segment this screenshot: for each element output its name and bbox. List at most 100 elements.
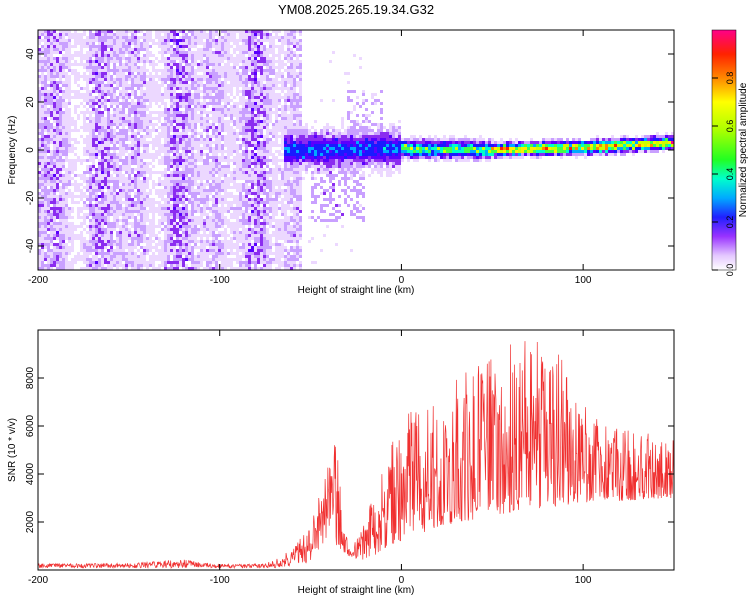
spectrogram-cell [131,231,134,234]
spectrogram-cell [188,171,191,174]
spectrogram-cell [77,156,80,159]
spectrogram-cell [98,108,101,111]
spectrogram-cell [38,183,41,186]
spectrogram-cell [224,189,227,192]
spectrogram-cell [140,138,143,141]
spectrogram-cell [38,243,41,246]
spectrogram-cell [206,189,209,192]
spectrogram-cell [101,156,104,159]
spectrogram-cell [176,174,179,177]
spectrogram-cell [182,189,185,192]
spectrogram-cell [110,51,113,54]
spectrogram-cell [137,48,140,51]
spectrogram-cell [56,225,59,228]
spectrogram-cell [53,42,56,45]
spectrogram-cell [218,258,221,261]
spectrogram-cells [38,30,674,270]
spectrogram-cell [194,207,197,210]
spectrogram-cell [71,57,74,60]
spectrogram-cell [209,264,212,267]
spectrogram-cell [128,192,131,195]
spectrogram-cell [38,162,41,165]
spectrogram-cell [191,126,194,129]
spectrogram-cell [149,192,152,195]
spectrogram-cell [53,69,56,72]
spectrogram-cell [176,117,179,120]
spectrogram-cell [224,264,227,267]
spectrogram-cell [182,114,185,117]
spectrogram-cell [176,39,179,42]
spectrogram-cell [50,252,53,255]
spectrogram-cell [89,96,92,99]
spectrogram-cell [65,150,68,153]
spectrogram-cell [86,42,89,45]
spectrogram-cell [164,138,167,141]
spectrogram-cell [248,144,251,147]
spectrogram-cell [86,126,89,129]
spectrogram-cell [68,162,71,165]
spectrogram-cell [179,189,182,192]
spectrogram-cell [89,153,92,156]
spectrogram-cell [116,258,119,261]
spectrogram-cell [200,183,203,186]
spectrogram-cell [164,180,167,183]
spectrogram-cell [71,45,74,48]
spectrogram-cell [194,201,197,204]
spectrogram-cell [59,231,62,234]
spectrogram-cell [89,228,92,231]
spectrogram-cell [167,225,170,228]
spectrogram-cell [107,165,110,168]
spectrogram-cell [131,177,134,180]
spectrogram-cell [236,117,239,120]
spectrogram-cell [131,42,134,45]
spectrogram-cell [68,246,71,249]
spectrogram-cell [113,213,116,216]
spectrogram-cell [92,117,95,120]
spectrogram-cell [206,255,209,258]
spectrogram-cell [248,66,251,69]
spectrogram-cell [128,234,131,237]
spectrogram-cell [236,228,239,231]
spectrogram-cell [65,183,68,186]
spectrogram-cell [128,237,131,240]
spectrogram-cell [146,48,149,51]
spectrogram-cell [134,126,137,129]
spectrogram-cell [248,138,251,141]
spectrogram-cell [191,174,194,177]
spectrogram-cell [83,240,86,243]
spectrogram-cell [128,84,131,87]
spectrogram-cell [173,150,176,153]
spectrogram-cell [194,96,197,99]
spectrogram-cell [230,129,233,132]
spectrogram-cell [161,93,164,96]
spectrogram-cell [167,108,170,111]
spectrogram-cell [224,165,227,168]
spectrogram-cell [170,225,173,228]
spectrogram-cell [125,192,128,195]
spectrogram-cell [113,63,116,66]
spectrogram-cell [212,246,215,249]
spectrogram-cell [62,132,65,135]
spectrogram-cell [152,63,155,66]
spectrogram-cell [167,177,170,180]
spectrogram-cell [206,201,209,204]
spectrogram-cell [191,168,194,171]
spectrogram-cell [62,231,65,234]
spectrogram-cell [95,51,98,54]
spectrogram-cell [182,45,185,48]
spectrogram-cell [92,231,95,234]
spectrogram-cell [170,180,173,183]
spectrogram-cell [191,111,194,114]
spectrogram-cell [146,108,149,111]
spectrogram-cell [197,156,200,159]
spectrogram-cell [137,108,140,111]
spectrogram-cell [143,45,146,48]
spectrogram-cell [212,180,215,183]
spectrogram-cell [83,129,86,132]
spectrogram-cell [89,207,92,210]
spectrogram-cell [143,156,146,159]
spectrogram-cell [80,102,83,105]
spectrogram-cell [230,111,233,114]
spectrogram-cell [170,264,173,267]
spectrogram-cell [227,237,230,240]
